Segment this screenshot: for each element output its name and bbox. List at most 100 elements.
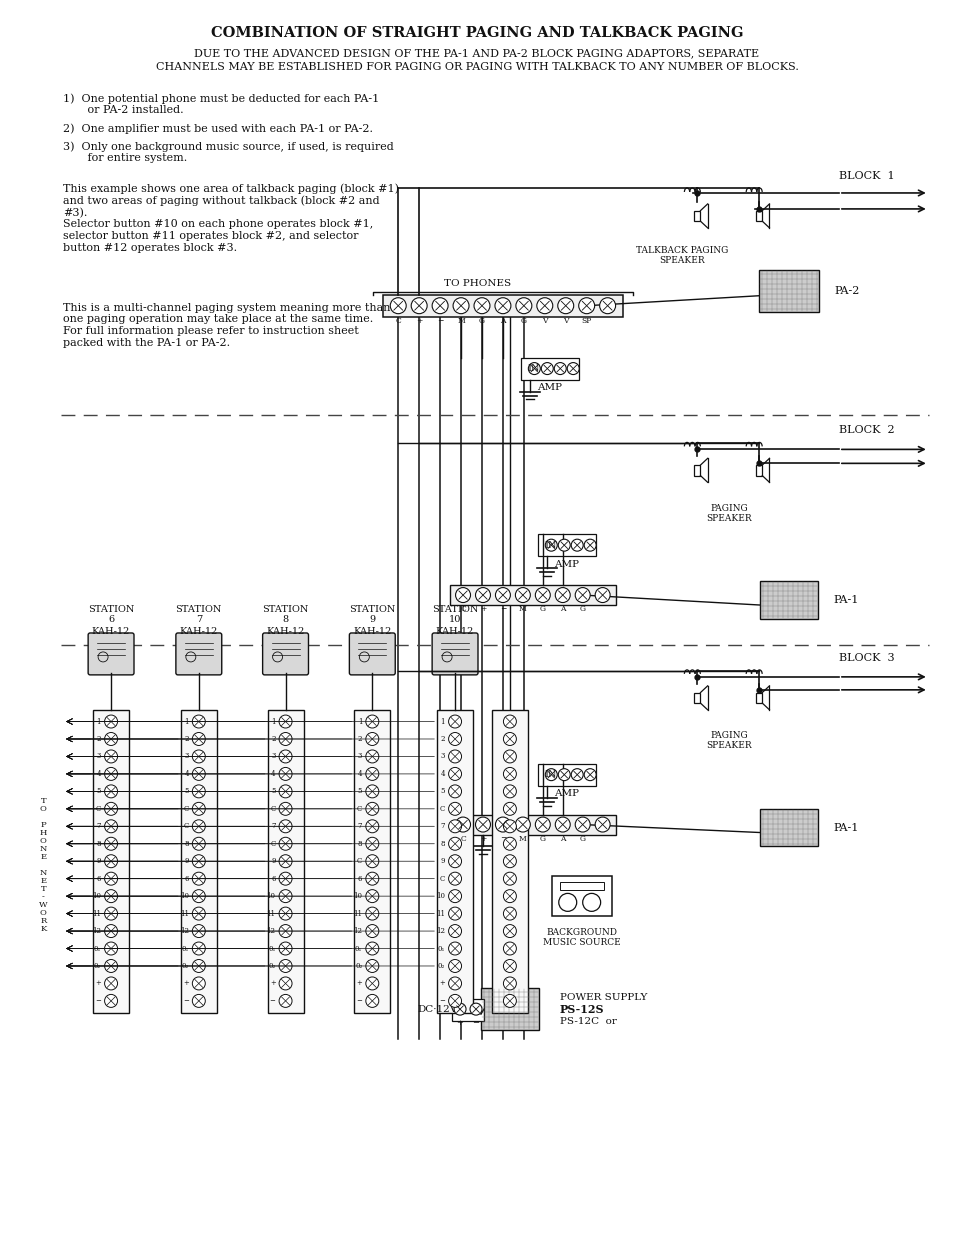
Circle shape — [193, 768, 205, 780]
Circle shape — [279, 924, 292, 938]
Text: +: + — [183, 979, 189, 988]
Circle shape — [365, 785, 378, 797]
Circle shape — [365, 837, 378, 850]
Text: T
O
 
P
H
O
N
E
 
N
E
T
-
W
O
R
K: T O P H O N E N E T - W O R K — [39, 797, 48, 933]
Circle shape — [193, 889, 205, 903]
Circle shape — [279, 715, 292, 728]
Circle shape — [475, 587, 490, 602]
FancyBboxPatch shape — [349, 633, 395, 675]
Circle shape — [448, 889, 461, 903]
Circle shape — [105, 959, 117, 973]
FancyBboxPatch shape — [450, 815, 615, 835]
FancyBboxPatch shape — [175, 633, 221, 675]
Text: C: C — [183, 822, 189, 830]
FancyBboxPatch shape — [354, 710, 390, 1013]
Circle shape — [448, 750, 461, 763]
Text: C: C — [439, 805, 445, 812]
Circle shape — [105, 855, 117, 868]
Text: STATION
7: STATION 7 — [175, 605, 222, 624]
Text: A: A — [499, 317, 505, 325]
Circle shape — [470, 1003, 481, 1015]
Circle shape — [105, 977, 117, 990]
Circle shape — [365, 750, 378, 763]
Circle shape — [558, 539, 570, 551]
FancyBboxPatch shape — [452, 999, 483, 1021]
Text: KAH-12: KAH-12 — [266, 627, 304, 636]
Text: 8: 8 — [96, 840, 101, 847]
Text: 1: 1 — [271, 718, 275, 725]
Circle shape — [454, 1003, 466, 1015]
Text: TO PHONES: TO PHONES — [444, 279, 511, 289]
Text: C: C — [395, 317, 400, 325]
Text: 11: 11 — [353, 909, 362, 918]
Text: 12: 12 — [92, 927, 101, 935]
Text: STATION
9: STATION 9 — [349, 605, 395, 624]
Circle shape — [193, 837, 205, 850]
Circle shape — [193, 733, 205, 745]
Circle shape — [105, 907, 117, 921]
Circle shape — [503, 802, 516, 815]
Text: 1: 1 — [96, 718, 101, 725]
Text: M: M — [456, 317, 464, 325]
Text: M: M — [518, 605, 526, 613]
Circle shape — [448, 924, 461, 938]
Text: 9: 9 — [440, 857, 445, 866]
Circle shape — [365, 733, 378, 745]
Text: 4: 4 — [184, 770, 189, 778]
Circle shape — [105, 802, 117, 815]
Text: 7: 7 — [96, 822, 101, 830]
Circle shape — [279, 837, 292, 850]
Circle shape — [105, 889, 117, 903]
Text: 2: 2 — [96, 735, 101, 743]
Text: −: − — [183, 996, 189, 1005]
Circle shape — [105, 750, 117, 763]
Text: 2: 2 — [184, 735, 189, 743]
Circle shape — [365, 889, 378, 903]
FancyBboxPatch shape — [492, 710, 527, 1013]
Text: 10: 10 — [180, 892, 189, 901]
Circle shape — [105, 715, 117, 728]
Circle shape — [279, 820, 292, 832]
Circle shape — [105, 942, 117, 955]
Text: 8: 8 — [184, 840, 189, 847]
Text: −: − — [499, 605, 506, 613]
Circle shape — [193, 942, 205, 955]
Circle shape — [193, 977, 205, 990]
Circle shape — [365, 977, 378, 990]
FancyBboxPatch shape — [383, 295, 622, 317]
Text: 6: 6 — [184, 875, 189, 883]
Text: STATION
6: STATION 6 — [88, 605, 134, 624]
Circle shape — [448, 907, 461, 921]
Text: 11: 11 — [266, 909, 275, 918]
Circle shape — [503, 942, 516, 955]
Text: TALKBACK PAGING: TALKBACK PAGING — [636, 246, 728, 255]
Circle shape — [599, 297, 615, 313]
Text: G: G — [478, 317, 484, 325]
Text: 10: 10 — [92, 892, 101, 901]
Text: 0₂: 0₂ — [93, 962, 101, 970]
Circle shape — [448, 785, 461, 797]
Text: −: − — [438, 996, 445, 1005]
Circle shape — [279, 872, 292, 886]
Circle shape — [475, 817, 490, 832]
Text: SP: SP — [581, 317, 591, 325]
Circle shape — [105, 837, 117, 850]
Text: 3)  Only one background music source, if used, is required
       for entire sys: 3) Only one background music source, if … — [63, 141, 394, 163]
FancyBboxPatch shape — [760, 581, 817, 620]
Circle shape — [365, 715, 378, 728]
Circle shape — [456, 587, 470, 602]
Text: PAGING: PAGING — [710, 731, 747, 740]
Circle shape — [105, 924, 117, 938]
Circle shape — [503, 959, 516, 973]
Circle shape — [495, 587, 510, 602]
Circle shape — [448, 994, 461, 1008]
Text: +: + — [416, 317, 422, 325]
Text: This is a multi-channel paging system meaning more than
one paging operation may: This is a multi-channel paging system me… — [63, 302, 391, 347]
Text: PA-2: PA-2 — [833, 286, 859, 296]
Circle shape — [535, 817, 550, 832]
Circle shape — [583, 769, 596, 781]
Text: PS-12C  or: PS-12C or — [559, 1016, 616, 1025]
Circle shape — [279, 768, 292, 780]
Text: 7: 7 — [271, 822, 275, 830]
Circle shape — [448, 837, 461, 850]
